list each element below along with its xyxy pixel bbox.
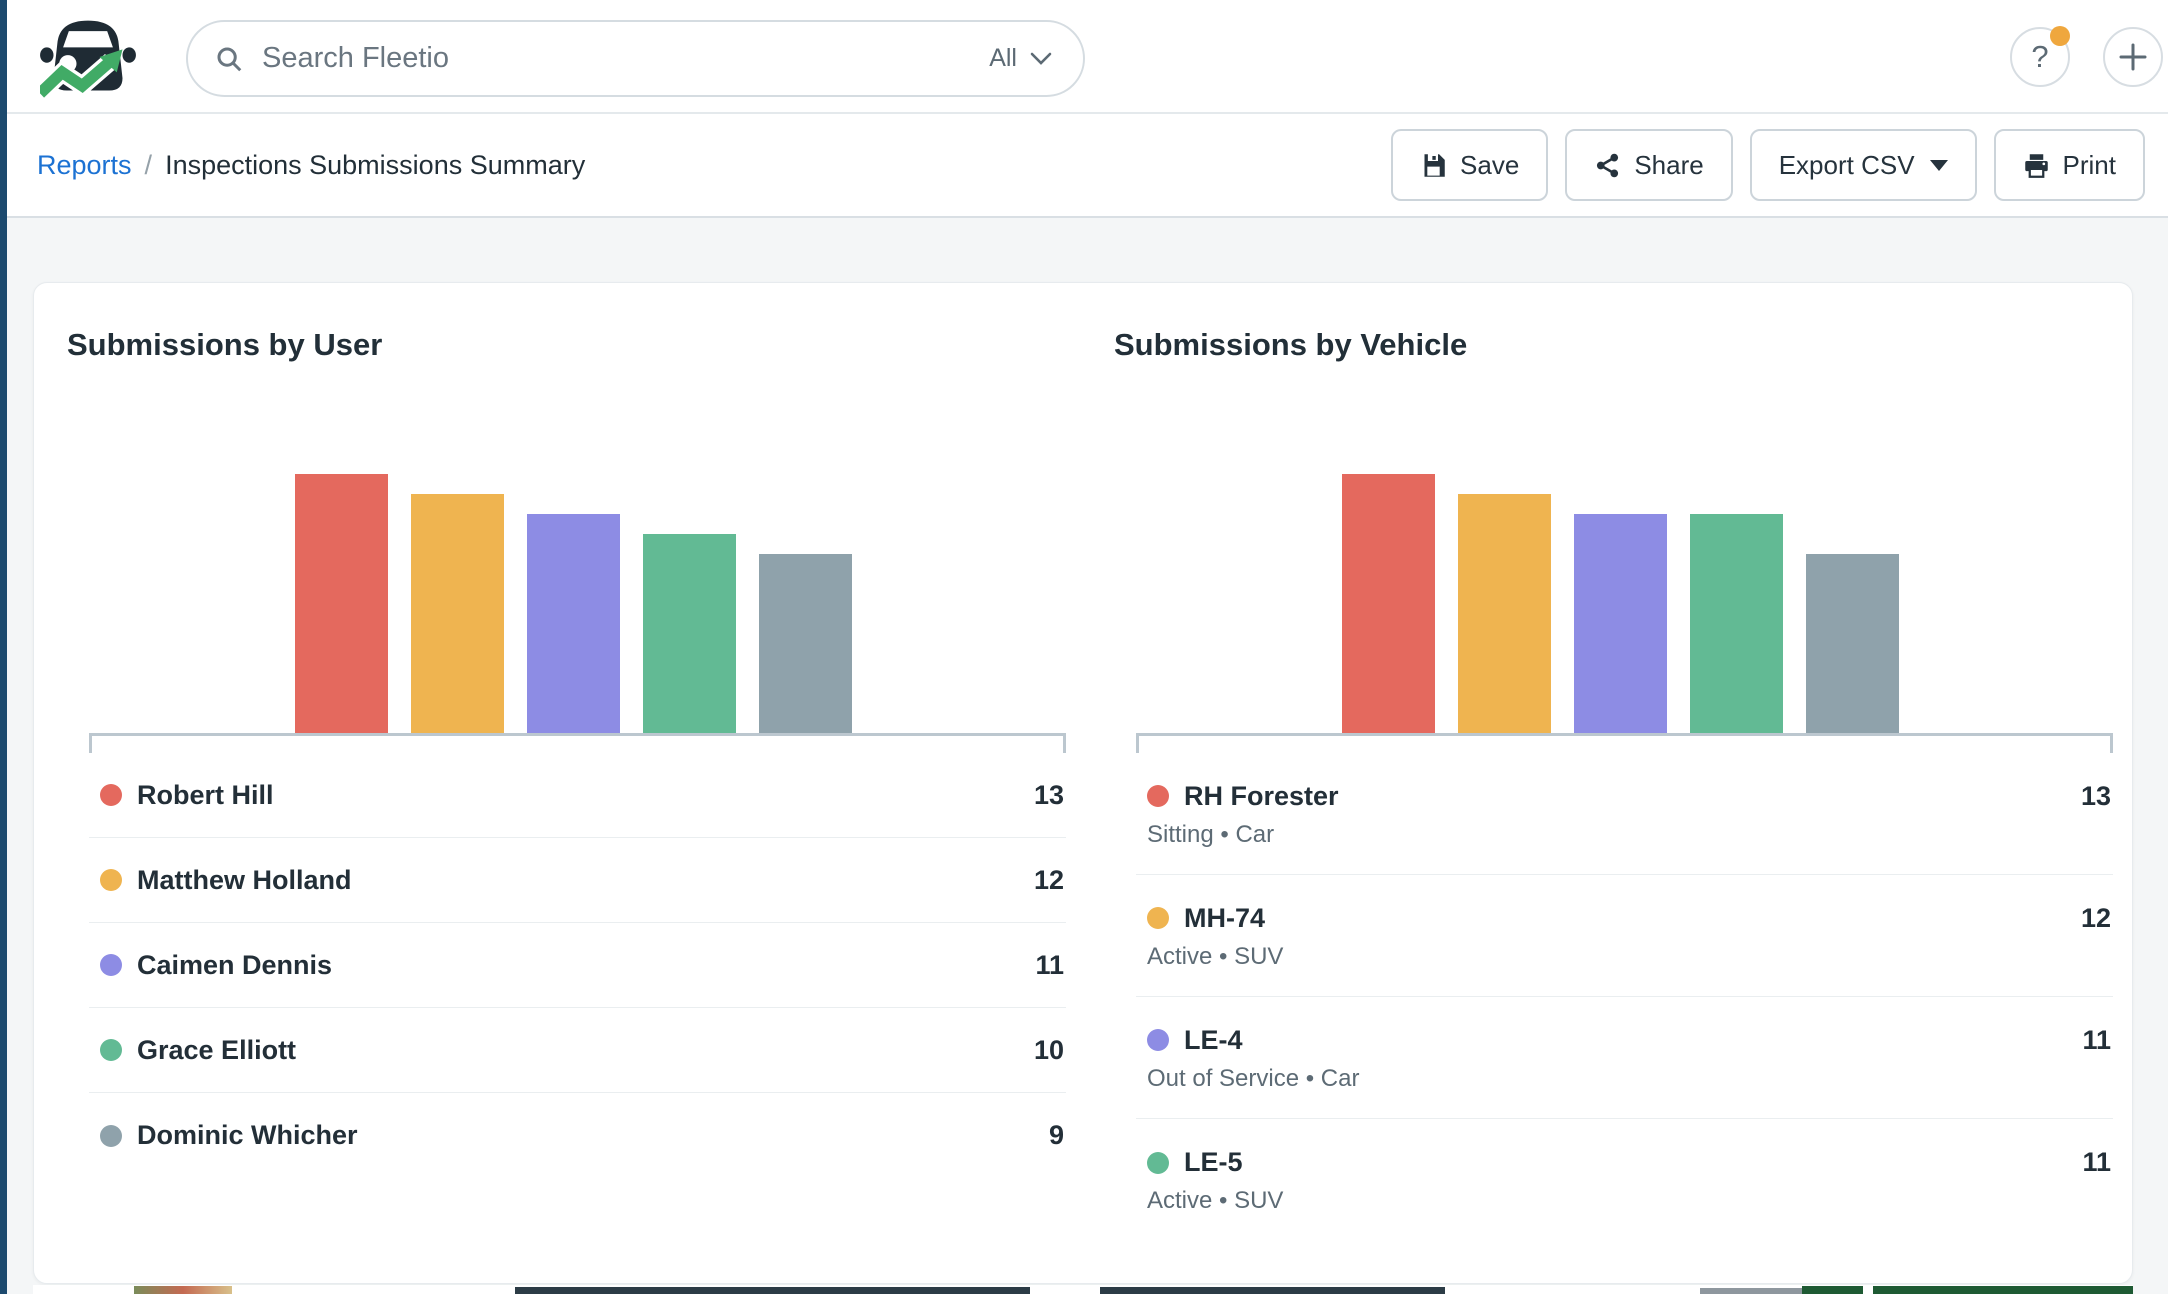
cutoff-banner-fragment <box>1700 1288 1802 1294</box>
legend-item-name: Robert Hill <box>137 779 274 810</box>
cutoff-banner-green-fragment <box>1873 1286 2133 1294</box>
breadcrumb-reports-link[interactable]: Reports <box>37 149 132 180</box>
legend-color-dot <box>1147 907 1169 929</box>
legend: RH Forester 13 Sitting • Car MH-74 12 Active … <box>1136 753 2113 1241</box>
add-button[interactable] <box>2103 27 2163 87</box>
bar-rh-forester[interactable] <box>1342 474 1435 733</box>
legend-item-value: 12 <box>2080 902 2111 933</box>
search-placeholder: Search Fleetio <box>262 42 449 74</box>
legend-item-meta: Out of Service • Car <box>1147 1064 1360 1092</box>
submissions-by-vehicle-section: Submissions by Vehicle RH Forester 13 Sitt… <box>1114 326 2113 1283</box>
page-header-bar: Reports / Inspections Submissions Summar… <box>0 114 2168 218</box>
help-label: ? <box>2031 39 2049 74</box>
legend-color-dot <box>1147 1151 1169 1174</box>
legend-item-name: LE-5 <box>1184 1147 1243 1177</box>
legend-color-dot <box>1147 1029 1169 1051</box>
share-button[interactable]: Share <box>1565 129 1733 201</box>
legend-item-value: 13 <box>2080 780 2111 811</box>
legend-item-name: RH Forester <box>1184 780 1339 811</box>
cutoff-banner-thumbnail <box>134 1286 232 1294</box>
chart-title-vehicle: Submissions by Vehicle <box>1114 327 1468 362</box>
submissions-by-user-section: Submissions by User Robert Hill 13 Matthew… <box>67 326 1066 1283</box>
save-button[interactable]: Save <box>1391 129 1549 201</box>
top-header: Search Fleetio All ? <box>0 0 2168 114</box>
legend-item-value: 9 <box>1048 1120 1064 1150</box>
legend-item-value: 12 <box>1033 864 1064 895</box>
legend-row: Dominic Whicher 9 <box>89 1093 1066 1178</box>
report-card: Submissions by User Robert Hill 13 Matthew… <box>33 282 2133 1284</box>
bar-unlabeled[interactable] <box>1806 554 1899 733</box>
legend-item-name: Caimen Dennis <box>137 949 333 980</box>
cutoff-banner-text <box>1100 1287 1445 1294</box>
legend-item-name: LE-4 <box>1184 1024 1243 1055</box>
fleetio-logo[interactable] <box>40 11 136 103</box>
search-icon <box>217 47 242 71</box>
legend-color-dot <box>1147 785 1169 807</box>
legend-color-dot <box>100 954 122 976</box>
cutoff-banner-green-fragment <box>1802 1286 1863 1294</box>
export-csv-button[interactable]: Export CSV <box>1749 129 1977 201</box>
search-scope-dropdown[interactable]: All <box>989 44 1053 73</box>
global-search-input[interactable]: Search Fleetio All <box>186 20 1085 97</box>
legend-item-meta: Sitting • Car <box>1147 820 1275 848</box>
search-scope-label: All <box>989 44 1017 72</box>
bar-matthew-holland[interactable] <box>411 494 504 733</box>
app-edge-strip <box>0 0 7 1294</box>
legend-row: LE-5 11 Active • SUV <box>1136 1119 2113 1241</box>
legend-row: Caimen Dennis 11 <box>89 923 1066 1008</box>
bars <box>1136 364 2113 733</box>
legend-item-name: Dominic Whicher <box>137 1120 358 1150</box>
breadcrumb-separator: / <box>144 149 153 180</box>
bars <box>89 364 1066 733</box>
legend-item-name: Matthew Holland <box>137 864 352 895</box>
legend-item-meta: Active • SUV <box>1147 1187 1284 1214</box>
legend-row: Grace Elliott 10 <box>89 1008 1066 1093</box>
legend-row: Robert Hill 13 <box>89 753 1066 838</box>
chevron-down-icon <box>1030 52 1052 65</box>
legend-row: Matthew Holland 12 <box>89 838 1066 923</box>
bar-robert-hill[interactable] <box>295 474 388 733</box>
legend-row: RH Forester 13 Sitting • Car <box>1136 753 2113 875</box>
legend: Robert Hill 13 Matthew Holland 12 Caimen Den… <box>89 753 1066 1178</box>
legend-item-value: 11 <box>1035 949 1064 980</box>
x-axis <box>89 733 1066 753</box>
legend-item-value: 11 <box>2082 1024 2111 1055</box>
legend-color-dot <box>100 1039 122 1061</box>
legend-item-value: 13 <box>1033 779 1064 810</box>
legend-item-meta: Active • SUV <box>1147 942 1284 970</box>
bar-le-4[interactable] <box>1574 514 1667 733</box>
legend-color-dot <box>100 869 122 891</box>
print-icon <box>2024 153 2048 178</box>
bar-mh-74[interactable] <box>1458 494 1551 733</box>
legend-item-value: 10 <box>1033 1034 1064 1065</box>
legend-item-value: 11 <box>2082 1147 2111 1177</box>
share-icon <box>1597 153 1619 177</box>
legend-row: MH-74 12 Active • SUV <box>1136 875 2113 997</box>
breadcrumb: Reports / Inspections Submissions Summar… <box>37 150 585 181</box>
legend-color-dot <box>100 1124 122 1147</box>
print-button[interactable]: Print <box>1993 129 2145 201</box>
legend-item-name: MH-74 <box>1184 902 1266 933</box>
save-icon <box>1424 153 1445 177</box>
bar-le-5[interactable] <box>1690 514 1783 733</box>
chart-title-user: Submissions by User <box>67 327 383 362</box>
cutoff-banner-text <box>515 1287 1030 1294</box>
bar-dominic-whicher[interactable] <box>759 554 852 733</box>
help-button[interactable]: ? <box>2010 26 2070 87</box>
bar-caimen-dennis[interactable] <box>527 514 620 733</box>
report-actions: Save Share Export CSV Print <box>1391 129 2145 201</box>
bar-grace-elliott[interactable] <box>643 534 736 733</box>
legend-row: LE-4 11 Out of Service • Car <box>1136 997 2113 1119</box>
x-axis <box>1136 733 2113 753</box>
notification-dot <box>2050 26 2070 46</box>
cutoff-banner[interactable] <box>33 1285 2133 1294</box>
legend-color-dot <box>100 784 122 806</box>
legend-item-name: Grace Elliott <box>137 1034 297 1065</box>
page-title: Inspections Submissions Summary <box>165 149 586 180</box>
plus-icon <box>2119 43 2147 71</box>
export-caret-icon <box>1929 159 1948 171</box>
